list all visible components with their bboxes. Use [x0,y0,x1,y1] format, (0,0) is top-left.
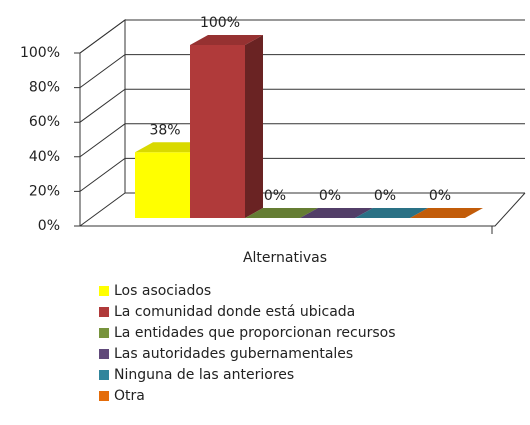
bar-top [245,208,318,218]
y-tick-label: 80% [29,80,60,96]
legend-swatch [99,286,109,296]
grid-line [74,123,525,158]
bar-front [190,45,245,218]
legend-label: Otra [114,388,145,404]
y-tick-label: 40% [29,149,60,165]
bar [190,35,263,218]
legend-swatch [99,370,109,380]
bar-top [190,35,263,45]
legend-label: Los asociados [114,283,211,299]
y-tick-label: 0% [38,218,60,234]
x-category-label: Alternativas [243,250,327,266]
grid-line [74,54,525,89]
data-label: 0% [264,188,286,204]
grid-line [74,88,525,123]
bar-top [135,142,208,153]
y-tick-label: 100% [20,45,60,61]
legend-label: La comunidad donde está ubicada [114,304,355,320]
axis [79,19,126,226]
legend-swatch [99,328,109,338]
floor [80,192,526,227]
legend-swatch [99,307,109,317]
data-label: 100% [200,15,240,31]
data-label: 0% [319,188,341,204]
grid-line [74,157,525,192]
y-tick-label: 60% [29,114,60,130]
bar-front [135,152,190,218]
bar [355,208,428,218]
legend-swatch [99,391,109,401]
bar-top [355,208,428,218]
data-label: 0% [429,188,451,204]
bar [410,208,483,218]
grid-line [74,192,525,227]
bar-side [245,35,263,218]
grid-line [74,19,525,54]
legend-swatch [99,349,109,359]
bar [300,208,373,218]
data-label: 0% [374,188,396,204]
legend-label: La entidades que proporcionan recursos [114,325,396,341]
legend-label: Las autoridades gubernamentales [114,346,353,362]
bar-top [410,208,483,218]
bar-top [300,208,373,218]
legend-label: Ninguna de las anteriores [114,367,294,383]
y-tick-label: 20% [29,183,60,199]
bar [245,208,318,218]
data-label: 38% [149,122,180,138]
